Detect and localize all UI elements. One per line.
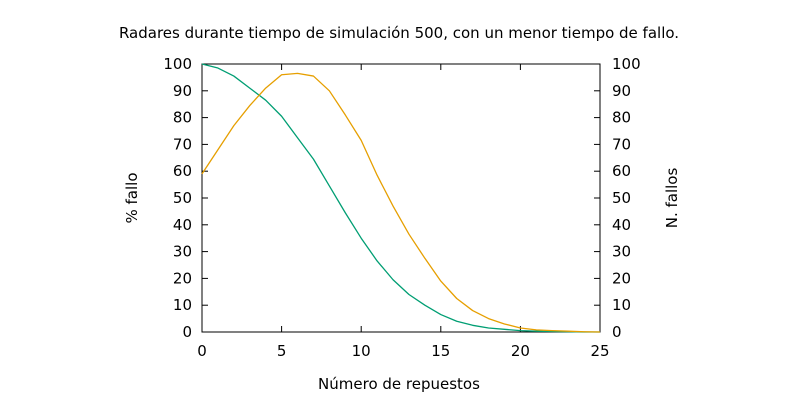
y2-tick-label: 40: [612, 216, 631, 234]
y2-tick-label: 70: [612, 135, 631, 153]
y2-tick-label: 100: [612, 55, 641, 73]
series-line-1: [201, 63, 600, 333]
y2-tick-label: 60: [612, 162, 631, 180]
y2-tick-label: 20: [612, 269, 631, 287]
y2-tick-label: 90: [612, 82, 631, 100]
y-tick-label: 30: [173, 243, 192, 261]
x-tick-label: 15: [431, 342, 450, 360]
y-tick-label: 20: [173, 269, 192, 287]
y-tick-label: 40: [173, 216, 192, 234]
y2-tick-label: 30: [612, 243, 631, 261]
series-group: [201, 63, 601, 333]
y-tick-label: 10: [173, 296, 192, 314]
y-tick-label: 70: [173, 135, 192, 153]
x-axis-label: Número de repuestos: [318, 375, 480, 393]
plot-frame: [201, 63, 601, 333]
y-axis-label: % fallo: [123, 172, 141, 223]
y-tick-label: 50: [173, 189, 192, 207]
x-tick-label: 20: [511, 342, 530, 360]
y2-tick-label: 0: [612, 323, 622, 341]
y-tick-label: 80: [173, 109, 192, 127]
y-tick-label: 90: [173, 82, 192, 100]
x-tick-label: 5: [277, 342, 287, 360]
chart-title: Radares durante tiempo de simulación 500…: [119, 24, 679, 42]
y2-tick-label: 50: [612, 189, 631, 207]
y2-tick-label: 80: [612, 109, 631, 127]
y2-axis-label: N. fallos: [663, 168, 681, 229]
x-tick-label: 10: [352, 342, 371, 360]
x-tick-label: 0: [197, 342, 207, 360]
y-tick-label: 100: [163, 55, 192, 73]
x-tick-label: 25: [590, 342, 609, 360]
series-line-2: [201, 72, 601, 333]
y2-tick-label: 10: [612, 296, 631, 314]
y-tick-label: 0: [182, 323, 192, 341]
tick-group: 0 5 10 15 20 25010203040506070809010001020304…: [163, 55, 640, 360]
y-tick-label: 60: [173, 162, 192, 180]
